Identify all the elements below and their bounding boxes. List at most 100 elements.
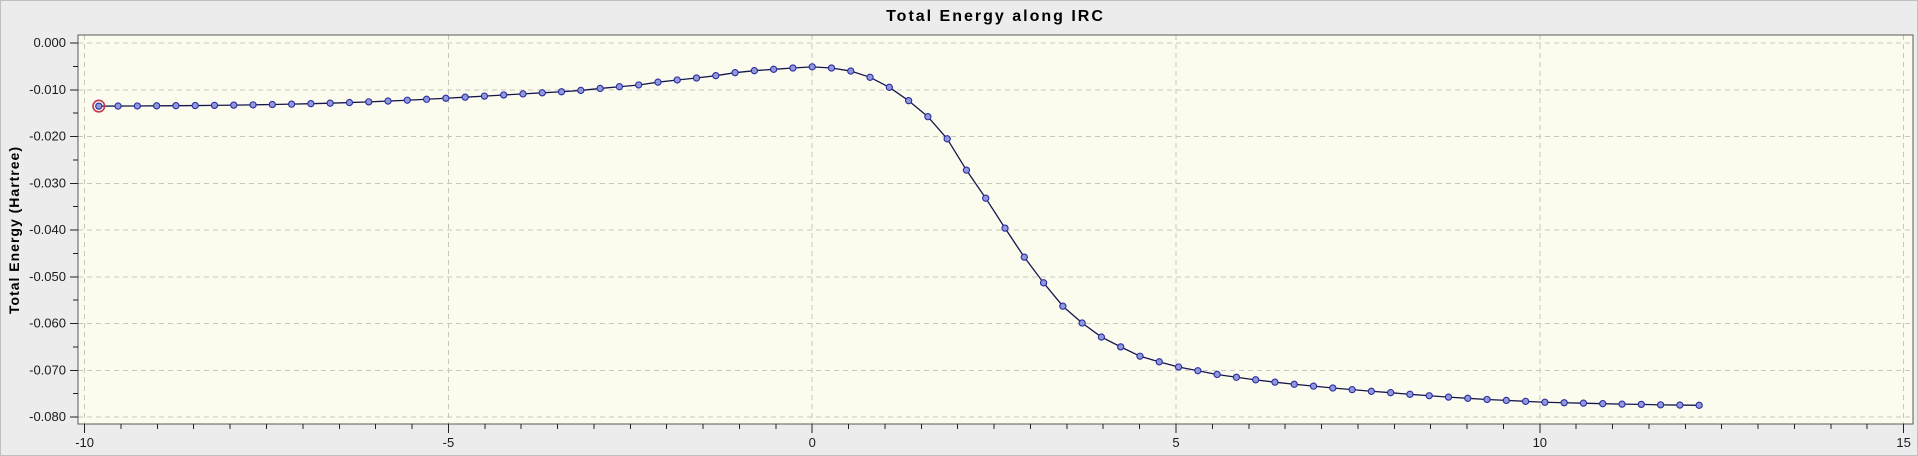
data-point[interactable] [365,98,373,106]
data-point[interactable] [808,63,816,71]
y-tick-label: -0.020 [29,129,66,144]
data-point[interactable] [596,84,604,93]
data-point[interactable] [1059,302,1067,310]
data-point[interactable] [1232,373,1241,381]
data-point[interactable] [1271,378,1279,386]
data-point[interactable] [1329,384,1337,392]
x-tick-label: 15 [1896,435,1910,450]
data-point[interactable] [1406,390,1414,398]
data-point[interactable] [500,91,508,99]
data-point[interactable] [307,100,315,108]
data-point[interactable] [461,93,469,101]
data-point[interactable] [904,97,913,105]
data-point[interactable] [1155,358,1163,366]
data-point[interactable] [847,67,855,75]
data-point[interactable] [1367,387,1376,395]
x-tick-label: 10 [1533,435,1547,450]
data-point[interactable] [1001,224,1009,232]
data-point[interactable] [1136,352,1144,360]
data-point[interactable] [1174,363,1183,371]
y-tick-label: 0.000 [33,35,66,50]
data-point[interactable] [1194,367,1202,375]
y-axis-label: Total Energy (Hartree) [6,146,22,314]
data-point[interactable] [442,94,450,102]
data-point[interactable] [403,96,411,104]
data-point[interactable] [287,100,296,108]
x-tick-label: -10 [75,435,94,450]
data-point[interactable] [1290,380,1298,388]
data-point[interactable] [635,81,643,89]
data-point[interactable] [1560,399,1568,407]
data-point[interactable] [1521,397,1530,405]
data-point[interactable] [692,74,701,82]
data-point[interactable] [827,64,836,72]
data-point[interactable] [1213,370,1221,379]
data-point[interactable] [750,67,759,75]
data-point[interactable] [152,102,161,110]
data-point[interactable] [95,102,103,110]
data-point[interactable] [673,76,681,84]
data-point[interactable] [1386,389,1395,397]
data-point[interactable] [615,83,624,91]
y-tick-label: -0.050 [29,269,66,284]
data-point[interactable] [519,90,527,98]
data-point[interactable] [943,135,951,143]
data-point[interactable] [326,99,334,107]
data-point[interactable] [114,102,122,110]
data-point[interactable] [1348,386,1356,394]
data-point[interactable] [1695,401,1703,409]
data-point[interactable] [962,166,971,174]
data-point[interactable] [1117,343,1125,351]
data-point[interactable] [982,194,990,202]
data-point[interactable] [1676,401,1684,409]
data-point[interactable] [1599,400,1607,408]
data-point[interactable] [789,64,797,72]
data-point[interactable] [1656,401,1665,409]
data-point[interactable] [268,100,276,109]
data-point[interactable] [731,69,739,77]
data-point[interactable] [384,97,392,105]
data-point[interactable] [480,92,489,100]
y-tick-label: -0.080 [29,409,66,424]
data-point[interactable] [1078,319,1086,327]
y-tick-label: -0.070 [29,362,66,377]
y-tick-label: -0.040 [29,222,66,237]
data-point[interactable] [1097,333,1106,341]
plot-background [78,35,1913,424]
data-point[interactable] [1637,400,1645,409]
chart-title: Total Energy along IRC [886,8,1105,25]
data-point[interactable] [1444,393,1453,401]
data-point[interactable] [712,72,720,80]
data-point[interactable] [172,102,180,110]
data-point[interactable] [924,113,932,121]
data-point[interactable] [133,102,142,110]
data-point[interactable] [866,73,874,81]
data-point[interactable] [210,101,219,110]
data-point[interactable] [1425,392,1433,400]
data-point[interactable] [1483,395,1491,404]
data-point[interactable] [1579,399,1588,407]
data-point[interactable] [1618,400,1626,408]
data-point[interactable] [422,95,431,103]
data-point[interactable] [1020,253,1028,261]
data-point[interactable] [1502,396,1510,405]
data-point[interactable] [345,98,354,107]
data-point[interactable] [1039,279,1048,287]
data-point[interactable] [1541,398,1549,406]
data-point[interactable] [577,86,585,95]
data-point[interactable] [654,78,662,86]
data-point[interactable] [230,101,238,109]
data-point[interactable] [557,88,566,96]
data-point[interactable] [769,65,778,73]
selected-point-ring[interactable] [92,99,106,113]
data-point[interactable] [1464,394,1472,402]
y-tick-label: -0.060 [29,316,66,331]
data-point[interactable] [885,83,893,91]
data-point[interactable] [1252,376,1260,384]
data-point[interactable] [1309,382,1318,390]
data-point[interactable] [249,101,257,109]
data-point[interactable] [191,101,199,110]
data-point[interactable] [538,89,546,97]
